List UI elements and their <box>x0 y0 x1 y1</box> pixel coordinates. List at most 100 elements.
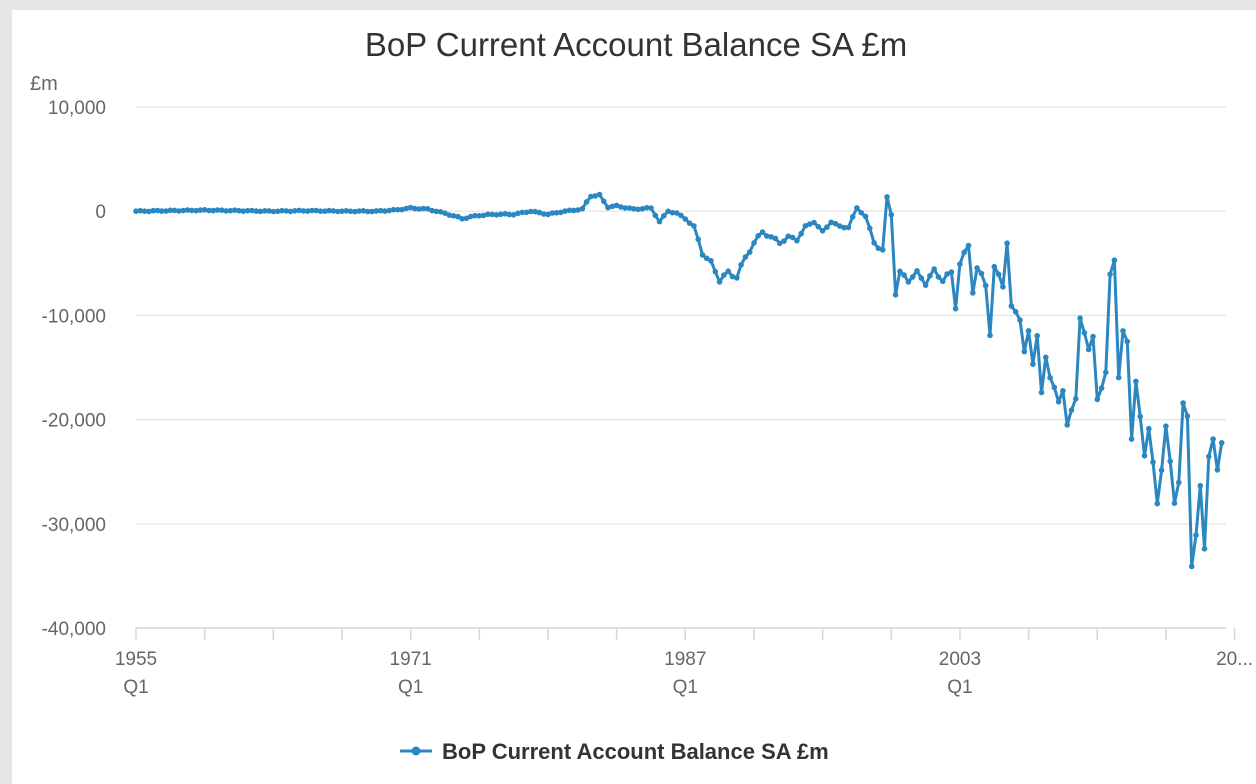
data-point[interactable] <box>837 223 843 229</box>
data-point[interactable] <box>523 209 530 216</box>
data-point[interactable] <box>751 240 757 246</box>
data-point[interactable] <box>957 261 963 267</box>
data-point[interactable] <box>1034 333 1040 339</box>
data-point[interactable] <box>261 208 268 214</box>
data-point[interactable] <box>154 207 161 214</box>
data-point[interactable] <box>884 194 890 200</box>
data-point[interactable] <box>253 208 259 214</box>
data-point[interactable] <box>236 207 242 214</box>
data-point[interactable] <box>283 208 290 214</box>
data-point[interactable] <box>789 234 796 241</box>
data-point[interactable] <box>356 208 362 214</box>
data-point[interactable] <box>858 209 864 216</box>
data-point[interactable] <box>1115 374 1122 381</box>
data-point[interactable] <box>605 204 611 211</box>
legend[interactable]: BoP Current Account Balance SA £m <box>400 739 829 764</box>
data-point[interactable] <box>1098 385 1105 392</box>
data-point[interactable] <box>1068 407 1075 413</box>
data-point[interactable] <box>613 202 620 209</box>
data-point[interactable] <box>909 274 916 280</box>
data-point[interactable] <box>317 208 324 214</box>
data-point[interactable] <box>716 279 723 285</box>
data-point[interactable] <box>669 209 676 216</box>
data-point[interactable] <box>322 208 328 214</box>
data-point[interactable] <box>1000 284 1006 290</box>
data-point[interactable] <box>231 207 238 213</box>
data-point[interactable] <box>1064 422 1070 428</box>
data-point[interactable] <box>1077 315 1083 322</box>
data-point[interactable] <box>193 207 199 214</box>
data-point[interactable] <box>364 208 371 215</box>
data-point[interactable] <box>596 191 603 198</box>
data-point[interactable] <box>806 221 813 227</box>
data-point[interactable] <box>824 224 830 230</box>
data-point[interactable] <box>940 278 946 285</box>
data-point[interactable] <box>935 274 942 280</box>
data-point[interactable] <box>982 282 989 289</box>
data-point[interactable] <box>395 206 401 213</box>
data-point[interactable] <box>566 207 573 214</box>
data-point[interactable] <box>695 236 701 243</box>
data-point[interactable] <box>961 249 967 256</box>
data-point[interactable] <box>437 209 444 215</box>
data-point[interactable] <box>249 207 255 214</box>
data-point[interactable] <box>498 211 504 218</box>
data-point[interactable] <box>871 240 877 246</box>
data-point[interactable] <box>540 211 547 217</box>
series-layer[interactable] <box>133 191 1225 570</box>
data-point[interactable] <box>429 207 435 214</box>
data-point[interactable] <box>1188 563 1195 570</box>
data-point[interactable] <box>562 208 568 214</box>
data-point[interactable] <box>553 210 560 216</box>
data-point[interactable] <box>137 207 144 214</box>
data-point[interactable] <box>270 208 277 215</box>
data-point[interactable] <box>300 208 307 214</box>
data-point[interactable] <box>1085 346 1092 353</box>
data-point[interactable] <box>819 228 826 234</box>
data-point[interactable] <box>592 193 598 199</box>
data-point[interactable] <box>352 208 358 215</box>
data-point[interactable] <box>686 220 693 226</box>
data-point[interactable] <box>661 213 667 219</box>
data-point[interactable] <box>416 206 423 212</box>
data-point[interactable] <box>987 332 993 339</box>
data-point[interactable] <box>1038 389 1045 396</box>
data-point[interactable] <box>1137 413 1143 420</box>
data-point[interactable] <box>403 205 410 212</box>
data-point[interactable] <box>266 208 272 214</box>
data-point[interactable] <box>296 207 302 214</box>
data-point[interactable] <box>206 207 212 214</box>
data-point[interactable] <box>601 198 607 205</box>
data-point[interactable] <box>901 272 907 278</box>
data-point[interactable] <box>515 210 521 217</box>
data-point[interactable] <box>970 290 976 296</box>
data-point[interactable] <box>811 219 817 226</box>
data-point[interactable] <box>927 273 933 279</box>
data-point[interactable] <box>1214 467 1221 473</box>
data-point[interactable] <box>815 223 822 230</box>
data-point[interactable] <box>1090 333 1096 340</box>
data-point[interactable] <box>347 208 354 215</box>
data-point[interactable] <box>579 205 586 212</box>
data-point[interactable] <box>377 207 384 214</box>
data-point[interactable] <box>339 208 345 214</box>
data-point[interactable] <box>1158 467 1165 474</box>
data-point[interactable] <box>399 206 405 213</box>
data-point[interactable] <box>656 218 663 225</box>
data-point[interactable] <box>197 207 204 213</box>
data-point[interactable] <box>643 205 650 211</box>
data-point[interactable] <box>167 207 174 214</box>
data-point[interactable] <box>532 208 538 215</box>
series-line[interactable] <box>135 193 1224 568</box>
data-point[interactable] <box>1176 479 1182 486</box>
data-point[interactable] <box>952 305 959 312</box>
data-point[interactable] <box>721 272 727 278</box>
data-point[interactable] <box>1047 374 1053 381</box>
data-point[interactable] <box>1060 388 1066 394</box>
data-point[interactable] <box>1073 396 1079 402</box>
data-point[interactable] <box>798 230 804 237</box>
data-point[interactable] <box>1141 453 1148 459</box>
data-point[interactable] <box>862 213 869 220</box>
data-point[interactable] <box>622 205 628 211</box>
data-point[interactable] <box>1004 240 1010 246</box>
